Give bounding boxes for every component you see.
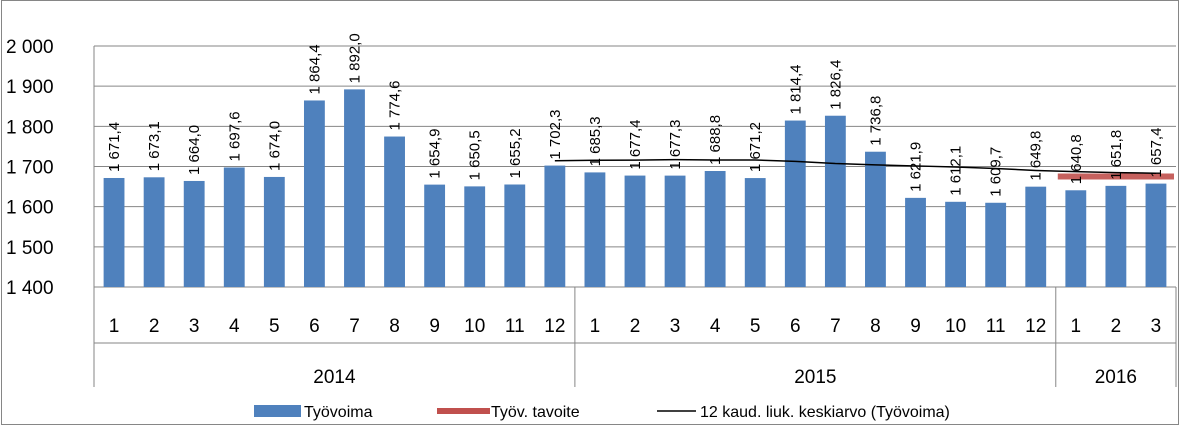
bar — [664, 175, 686, 287]
data-label: 1 814,4 — [787, 65, 804, 115]
data-label: 1 654,9 — [427, 129, 444, 179]
y-tick-label: 1 700 — [6, 158, 54, 179]
x-tick-label: 12 — [544, 316, 565, 337]
bar — [584, 172, 606, 287]
data-label: 1 736,8 — [867, 96, 884, 146]
bar — [103, 177, 125, 287]
data-label: 1 864,4 — [306, 44, 323, 94]
data-label: 1 612,1 — [948, 146, 965, 196]
data-label: 1 649,8 — [1028, 131, 1045, 181]
bar — [223, 167, 245, 287]
data-label: 1 685,3 — [587, 116, 604, 166]
data-label: 1 697,6 — [226, 111, 243, 161]
bar — [784, 120, 806, 287]
bar — [865, 151, 886, 287]
x-tick-label: 3 — [670, 316, 681, 337]
bar — [303, 100, 325, 287]
x-tick-label: 2 — [149, 316, 160, 337]
bar — [824, 115, 846, 287]
bar — [384, 136, 405, 287]
x-tick-label: 1 — [590, 316, 601, 337]
bar — [945, 201, 967, 287]
bar — [704, 170, 726, 287]
group-label: 2014 — [313, 367, 356, 388]
x-tick-label: 11 — [986, 316, 1006, 337]
legend-label: Työvoima — [304, 404, 373, 421]
x-tick-label: 2 — [630, 316, 641, 337]
data-label: 1 774,6 — [387, 80, 404, 130]
data-label: 1 671,4 — [106, 122, 123, 172]
group-label: 2016 — [1095, 367, 1137, 388]
bar — [1105, 185, 1127, 287]
bar — [183, 180, 205, 287]
x-tick-label: 10 — [464, 316, 485, 337]
x-tick-label: 7 — [349, 316, 360, 337]
x-tick-label: 3 — [1151, 316, 1162, 337]
bar — [344, 89, 365, 287]
bar — [464, 186, 486, 287]
bar — [1145, 183, 1167, 287]
data-label: 1 664,0 — [186, 125, 203, 175]
x-tick-label: 10 — [945, 316, 966, 337]
legend-label: Työv. tavoite — [491, 404, 580, 421]
legend-swatch-bar — [254, 405, 301, 417]
group-label: 2015 — [794, 367, 836, 388]
bar — [985, 202, 1007, 287]
x-tick-label: 12 — [1025, 316, 1046, 337]
bar — [1065, 190, 1087, 287]
x-tick-label: 7 — [830, 316, 841, 337]
data-label: 1 621,9 — [908, 142, 925, 192]
x-tick-label: 6 — [309, 316, 320, 337]
bar — [624, 175, 646, 287]
x-tick-label: 11 — [505, 316, 525, 337]
x-tick-label: 5 — [750, 316, 761, 337]
data-label: 1 688,8 — [707, 115, 724, 165]
data-label: 1 677,4 — [627, 120, 644, 170]
data-label: 1 677,3 — [667, 120, 684, 170]
data-label: 1 826,4 — [827, 60, 844, 110]
data-label: 1 609,7 — [988, 147, 1005, 197]
data-label: 1 673,1 — [146, 121, 163, 171]
y-tick-label: 1 600 — [6, 198, 54, 219]
bar — [544, 165, 566, 287]
x-tick-label: 5 — [269, 316, 280, 337]
legend: Työvoima Työv. tavoite 12 kaud. liuk. kesk… — [254, 404, 950, 421]
bar — [905, 197, 926, 287]
x-tick-label: 4 — [710, 316, 721, 337]
moving-average-line — [554, 158, 1156, 174]
bar — [744, 178, 766, 287]
x-tick-label: 2 — [1111, 316, 1122, 337]
y-tick-label: 2 000 — [6, 37, 54, 58]
bar — [504, 184, 526, 287]
data-label: 1 655,2 — [507, 128, 524, 178]
data-label: 1 657,4 — [1148, 128, 1165, 178]
data-label: 1 892,0 — [346, 33, 363, 83]
data-label: 1 650,5 — [467, 130, 484, 180]
data-label: 1 671,2 — [747, 122, 764, 172]
y-tick-label: 1 800 — [6, 117, 54, 138]
data-label: 1 674,0 — [266, 121, 283, 171]
x-tick-label: 9 — [429, 316, 440, 337]
data-label: 1 702,3 — [547, 110, 564, 160]
x-tick-label: 4 — [229, 316, 240, 337]
bar — [143, 177, 165, 287]
x-tick-label: 8 — [870, 316, 881, 337]
bar — [263, 176, 285, 287]
x-tick-label: 3 — [189, 316, 200, 337]
x-tick-label: 6 — [790, 316, 801, 337]
bar — [1025, 186, 1047, 287]
y-tick-label: 1 400 — [6, 278, 54, 299]
x-tick-label: 1 — [109, 316, 120, 337]
x-tick-label: 8 — [389, 316, 400, 337]
data-label: 1 640,8 — [1068, 134, 1085, 184]
bar — [424, 184, 446, 287]
y-tick-label: 1 900 — [6, 77, 54, 98]
legend-label: 12 kaud. liuk. keskiarvo (Työvoima) — [700, 404, 950, 421]
y-tick-label: 1 500 — [6, 238, 54, 259]
x-tick-label: 1 — [1071, 316, 1082, 337]
data-label: 1 651,8 — [1108, 130, 1125, 180]
x-tick-label: 9 — [910, 316, 921, 337]
